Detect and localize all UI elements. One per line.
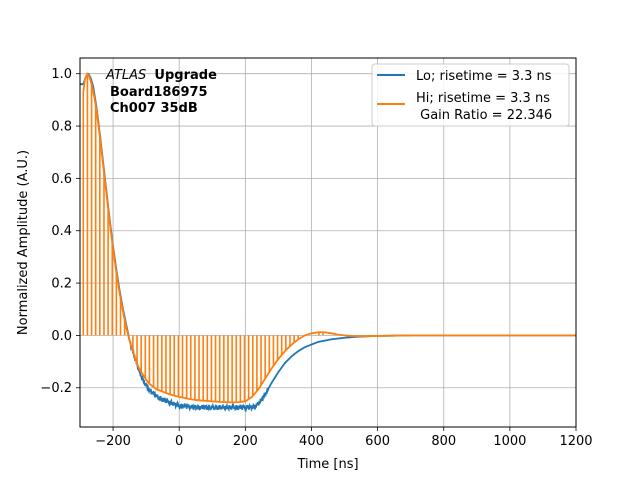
y-tick-label: 0.4 (51, 224, 72, 239)
y-tick-label: 0.2 (51, 277, 72, 292)
atlas-annotation: ATLAS Upgrade Board186975 Ch007 35dB (105, 68, 217, 116)
atlas-label: ATLAS (105, 68, 146, 83)
legend-entry-lo: Lo; risetime = 3.3 ns (416, 69, 552, 84)
upgrade-label: Upgrade (154, 68, 217, 83)
series-line-hi (82, 71, 576, 404)
y-tick-label: 0.0 (51, 329, 72, 344)
axes-frame (79, 57, 577, 428)
legend-entry-hi: Hi; risetime = 3.3 ns (416, 91, 550, 106)
board-label: Board186975 (110, 85, 208, 100)
ticks: −200 0 200 400 600 800 1000 1200 −0.2 0.0 0.2 0.4 0.… (40, 67, 592, 449)
legend-entry-hi-gain: Gain Ratio = 22.346 (416, 108, 552, 123)
x-tick-label: 200 (233, 434, 258, 449)
x-tick-label: 0 (175, 434, 183, 449)
y-tick-label: −0.2 (40, 381, 72, 396)
plot-area (80, 71, 576, 413)
y-axis-label: Normalized Amplitude (A.U.) (16, 150, 31, 335)
x-axis-label: Time [ns] (296, 457, 358, 472)
legend: Lo; risetime = 3.3 ns Hi; risetime = 3.3… (371, 63, 570, 127)
y-tick-label: 0.6 (51, 172, 72, 187)
annotation-title-line: ATLAS Upgrade (105, 68, 217, 83)
hi-sampling-spikes (82, 73, 324, 403)
x-tick-label: 1000 (493, 434, 526, 449)
x-tick-label: 800 (431, 434, 456, 449)
channel-label: Ch007 35dB (110, 101, 198, 116)
y-tick-label: 0.8 (51, 120, 72, 135)
x-tick-label: −200 (95, 434, 131, 449)
x-tick-label: 1200 (559, 434, 592, 449)
x-tick-label: 400 (299, 434, 324, 449)
y-tick-label: 1.0 (51, 67, 72, 82)
x-tick-label: 600 (365, 434, 390, 449)
legend-box (371, 63, 570, 127)
